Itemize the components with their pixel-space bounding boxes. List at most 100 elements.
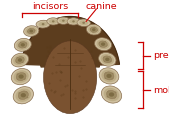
Ellipse shape [13,87,33,104]
Circle shape [22,61,23,63]
Circle shape [101,42,105,46]
Ellipse shape [99,68,119,84]
Ellipse shape [18,91,28,99]
Ellipse shape [101,86,122,103]
Circle shape [31,33,33,34]
Circle shape [111,78,113,79]
Ellipse shape [36,20,50,28]
Circle shape [106,96,109,98]
Ellipse shape [77,19,90,26]
Circle shape [92,28,96,31]
Text: incisors: incisors [32,2,68,11]
Ellipse shape [43,41,97,114]
Ellipse shape [104,88,119,101]
Circle shape [52,20,55,22]
Circle shape [19,97,21,99]
Circle shape [16,57,18,59]
Ellipse shape [39,22,48,27]
Text: molars: molars [153,86,169,95]
Ellipse shape [47,18,60,25]
Circle shape [23,78,26,80]
Circle shape [26,96,28,98]
Ellipse shape [25,27,37,35]
Ellipse shape [99,41,107,47]
Polygon shape [21,17,119,67]
Ellipse shape [13,55,27,65]
Ellipse shape [101,54,114,65]
Ellipse shape [24,26,39,36]
Ellipse shape [11,53,29,67]
Circle shape [23,73,25,75]
Circle shape [42,23,44,25]
Circle shape [107,91,110,93]
Ellipse shape [16,57,24,63]
Circle shape [106,74,112,78]
Circle shape [21,43,25,47]
Circle shape [99,42,101,43]
Ellipse shape [101,70,117,82]
Ellipse shape [14,70,29,83]
Ellipse shape [99,52,116,66]
Ellipse shape [57,17,70,24]
Ellipse shape [11,68,31,85]
Circle shape [105,72,107,74]
Ellipse shape [19,42,27,48]
Ellipse shape [104,72,114,80]
Circle shape [16,61,18,63]
Ellipse shape [16,40,29,50]
Circle shape [106,45,107,46]
Text: canine: canine [86,2,117,11]
Circle shape [104,61,106,62]
Circle shape [29,30,33,33]
Ellipse shape [16,89,31,102]
Ellipse shape [95,38,112,51]
Circle shape [17,73,19,75]
Circle shape [17,78,19,80]
Circle shape [90,28,91,30]
Circle shape [25,43,27,44]
Ellipse shape [59,18,68,23]
Circle shape [110,60,111,62]
Ellipse shape [87,24,101,35]
Circle shape [100,46,102,47]
Circle shape [22,57,24,59]
Circle shape [30,28,31,29]
Ellipse shape [90,27,98,32]
Circle shape [92,31,94,33]
Circle shape [103,57,105,58]
Ellipse shape [103,56,112,63]
Circle shape [82,22,85,24]
Circle shape [18,58,22,62]
Ellipse shape [106,90,117,99]
Ellipse shape [79,20,88,25]
Text: premolars: premolars [153,51,169,60]
Circle shape [105,58,110,61]
Circle shape [34,30,35,31]
Ellipse shape [14,38,31,51]
Ellipse shape [96,39,110,49]
Circle shape [72,20,75,22]
Ellipse shape [49,19,57,24]
Circle shape [114,91,117,93]
Ellipse shape [67,18,80,25]
Ellipse shape [69,19,78,24]
Circle shape [109,56,111,58]
Circle shape [104,41,106,43]
Circle shape [114,96,116,98]
Circle shape [96,30,98,31]
Circle shape [109,92,114,97]
Circle shape [27,31,29,32]
Circle shape [21,93,26,97]
Ellipse shape [27,28,35,34]
Circle shape [19,75,24,79]
Circle shape [20,42,22,43]
Circle shape [18,92,20,94]
Ellipse shape [88,26,100,34]
Ellipse shape [16,73,26,81]
Circle shape [94,27,95,28]
Circle shape [18,46,20,47]
Circle shape [62,20,65,22]
Circle shape [25,91,28,93]
Circle shape [24,47,26,48]
Circle shape [104,77,107,79]
